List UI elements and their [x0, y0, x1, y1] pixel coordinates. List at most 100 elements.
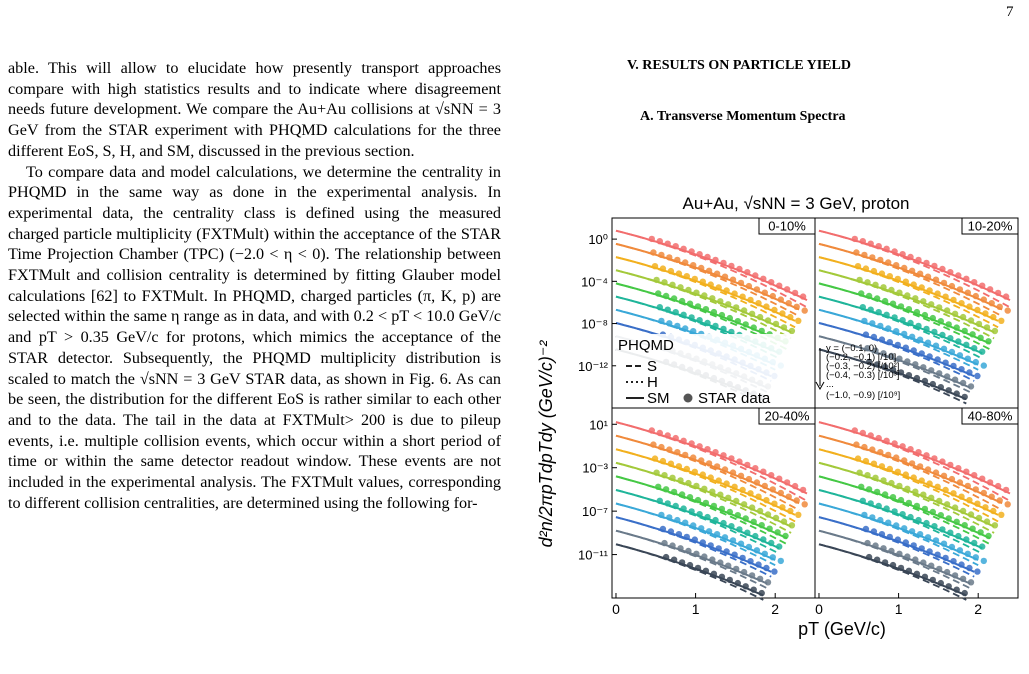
data-point	[881, 297, 889, 305]
data-point	[966, 564, 973, 572]
rapidity-bin: (−0.2, −0.1) [/10]	[826, 352, 896, 363]
data-point	[760, 536, 767, 543]
data-point	[870, 333, 878, 341]
rapidity-bin: (−1.0, −0.9) [/10⁹]	[826, 390, 900, 401]
data-point	[913, 570, 921, 577]
data-point	[899, 251, 906, 258]
data-point	[704, 319, 711, 327]
data-point	[745, 543, 753, 551]
data-point	[888, 352, 895, 360]
data-point	[710, 308, 718, 316]
data-point	[953, 518, 960, 525]
data-point	[682, 519, 689, 526]
data-point	[889, 366, 897, 373]
data-point	[864, 472, 871, 479]
data-point	[902, 344, 909, 351]
data-point	[974, 568, 981, 575]
data-point	[780, 324, 788, 331]
data-point	[956, 352, 964, 359]
data-point	[904, 358, 911, 365]
data-point	[686, 561, 694, 569]
data-point	[939, 331, 946, 339]
data-point	[704, 253, 711, 261]
data-point	[661, 539, 668, 547]
data-point	[972, 358, 979, 366]
data-point	[897, 564, 905, 572]
data-point	[769, 486, 776, 493]
centrality-label: 10-20%	[968, 219, 1013, 234]
data-point	[942, 554, 949, 562]
data-point	[963, 536, 970, 543]
data-point	[913, 308, 921, 316]
data-point	[969, 331, 976, 338]
data-point	[674, 449, 681, 456]
data-point	[793, 497, 800, 504]
data-point	[888, 479, 895, 487]
data-point	[910, 347, 917, 354]
data-point	[967, 579, 975, 586]
data-point	[889, 300, 897, 307]
data-point	[926, 287, 933, 294]
data-point	[908, 460, 916, 467]
data-point	[937, 384, 944, 391]
data-point	[948, 348, 956, 356]
data-point	[963, 341, 970, 348]
data-point	[966, 369, 973, 376]
data-point	[943, 307, 951, 314]
data-point	[758, 327, 765, 335]
data-point	[929, 576, 936, 584]
data-point	[717, 559, 724, 566]
data-point	[677, 284, 684, 291]
data-point	[861, 443, 868, 451]
data-point	[910, 474, 917, 481]
y-tick-label: 10⁰	[588, 232, 608, 247]
legend-h-label: H	[647, 374, 658, 391]
data-point	[897, 496, 905, 504]
data-point	[672, 309, 679, 316]
data-point	[853, 249, 860, 256]
data-point	[883, 437, 890, 444]
data-point	[861, 511, 868, 519]
data-point	[893, 328, 900, 335]
data-point	[908, 267, 916, 274]
data-point	[779, 310, 786, 317]
data-point	[869, 254, 876, 261]
data-point	[674, 516, 681, 524]
x-tick-label: 2	[771, 601, 779, 617]
data-point	[720, 259, 727, 267]
data-point	[686, 300, 694, 307]
data-point	[659, 525, 667, 533]
curve-s	[615, 502, 776, 567]
data-point	[682, 451, 689, 459]
data-point	[768, 472, 775, 479]
data-point	[985, 532, 992, 540]
data-point	[772, 514, 780, 522]
data-point	[885, 259, 892, 266]
data-point	[901, 264, 908, 272]
data-point	[691, 536, 698, 543]
data-point	[912, 361, 919, 368]
data-point	[991, 327, 999, 335]
data-point	[959, 575, 967, 582]
data-point	[785, 493, 792, 500]
data-point	[748, 310, 756, 317]
curve-s	[818, 489, 983, 555]
data-point	[991, 522, 999, 529]
data-point	[951, 572, 959, 579]
data-point	[680, 245, 687, 252]
data-point	[861, 317, 868, 325]
data-point	[688, 248, 695, 255]
data-point	[783, 479, 791, 486]
data-point	[956, 286, 964, 293]
data-point	[698, 525, 705, 532]
data-point	[694, 303, 702, 310]
data-point	[901, 525, 908, 532]
y-tick-label: 10⁻¹²	[578, 359, 609, 374]
data-point	[662, 553, 670, 561]
data-point	[683, 465, 690, 473]
data-point	[912, 488, 919, 495]
data-point	[955, 338, 962, 345]
data-point	[664, 240, 671, 247]
data-point	[777, 557, 784, 565]
data-point	[666, 514, 673, 521]
